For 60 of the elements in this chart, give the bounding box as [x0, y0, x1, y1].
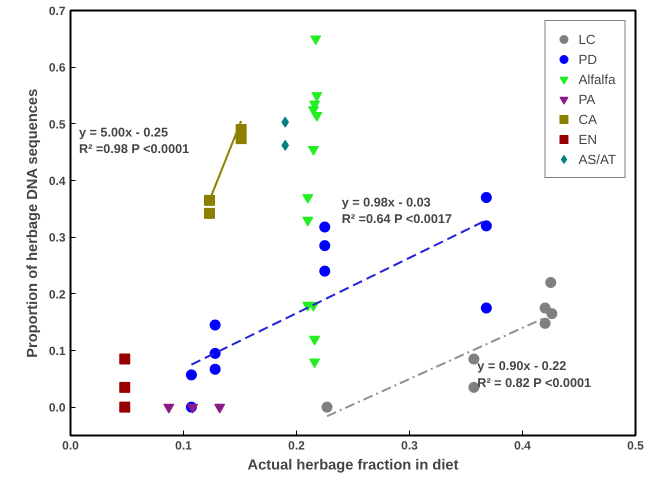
y-tick-label: 0.7: [48, 4, 66, 18]
point: [210, 320, 221, 330]
y-tick-label: 0.0: [48, 400, 66, 415]
point: [210, 364, 221, 375]
point: [540, 302, 551, 314]
x-tick-label: 0.2: [288, 438, 306, 452]
annotation: y = 0.90x - 0.22 R² = 0.82 P <0.0001: [477, 359, 592, 390]
point: [302, 216, 314, 226]
legend-label: PA: [578, 92, 596, 106]
x-tick-label: 0.3: [401, 438, 418, 452]
legend-label: CA: [578, 112, 598, 126]
point: [236, 133, 247, 144]
point: [319, 240, 330, 252]
point: [186, 369, 197, 380]
y-tick-label: 0.5: [48, 117, 66, 132]
point: [214, 404, 226, 414]
point: [311, 112, 322, 122]
point: [480, 302, 492, 314]
point: [540, 318, 551, 329]
point: [311, 92, 322, 102]
legend-label: LC: [578, 32, 597, 46]
legend-label: Alfalfa: [578, 72, 616, 86]
point: [309, 358, 320, 368]
point: [163, 404, 174, 414]
point: [309, 336, 320, 346]
x-tick-label: 0.1: [175, 438, 192, 452]
y-tick-label: 0.1: [48, 344, 66, 358]
x-tick-label: 0.4: [514, 438, 532, 452]
point: [308, 146, 319, 156]
y-tick-label: 0.4: [48, 174, 66, 188]
point: [545, 277, 556, 288]
annotation: y = 5.00x - 0.25 R² =0.98 P <0.0001: [78, 125, 190, 156]
y-axis-title: Proportion of herbage DNA sequences: [24, 88, 41, 358]
point: [119, 382, 130, 393]
point: [310, 35, 322, 46]
y-tick-label: 0.6: [48, 60, 66, 75]
point: [468, 354, 480, 364]
legend-label: EN: [578, 132, 598, 146]
point: [204, 194, 215, 206]
legend-label: PD: [578, 52, 598, 66]
legend-label: AS/AT: [578, 152, 616, 166]
point: [319, 266, 330, 277]
point: [119, 402, 130, 413]
annotation: y = 0.98x - 0.03 R² =0.64 P <0.0017: [342, 195, 452, 226]
point: [319, 221, 330, 232]
point: [480, 192, 492, 203]
y-tick-label: 0.2: [48, 287, 66, 302]
point: [322, 402, 333, 413]
point: [281, 116, 290, 128]
point: [119, 354, 130, 364]
x-tick-label: 0.0: [62, 438, 80, 452]
x-tick-label: 0.5: [627, 438, 644, 452]
x-axis-title: Actual herbage fraction in diet: [248, 458, 459, 474]
point: [468, 382, 480, 393]
point: [204, 208, 215, 219]
point: [302, 194, 314, 204]
point: [281, 140, 290, 151]
point: [546, 308, 558, 320]
y-tick-label: 0.3: [48, 230, 66, 245]
point: [480, 220, 492, 232]
